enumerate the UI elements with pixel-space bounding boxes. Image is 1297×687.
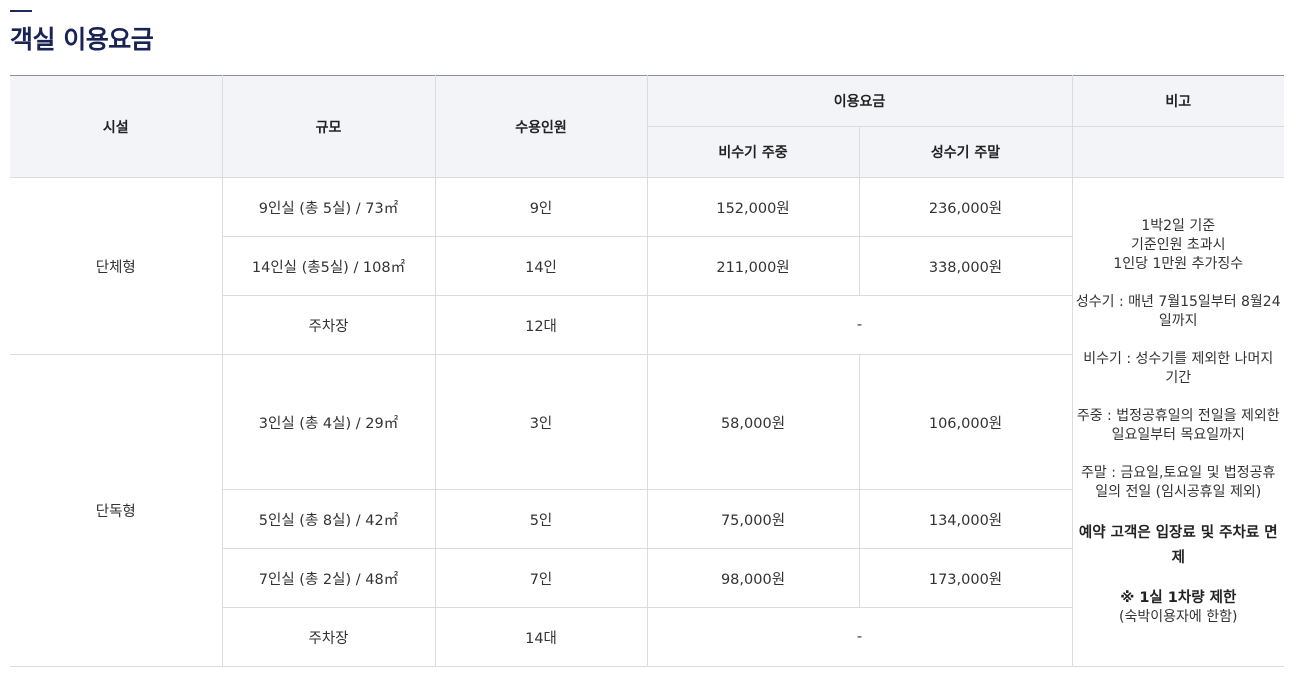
off-peak-price-cell: 152,000원 bbox=[646, 177, 860, 237]
remarks-parking-limit: ※ 1실 1차량 제한 bbox=[1120, 590, 1237, 606]
size-cell: 주차장 bbox=[222, 607, 436, 667]
off-peak-price-cell: 98,000원 bbox=[646, 548, 860, 608]
peak-price-cell: 134,000원 bbox=[858, 489, 1072, 549]
capacity-cell: 14인 bbox=[434, 236, 648, 296]
table-row: 5인실 (총 8실) / 42㎡ 5인 75,000원 134,000원 bbox=[10, 489, 1284, 549]
size-cell: 7인실 (총 2실) / 48㎡ bbox=[222, 548, 436, 608]
remarks-off-peak-definition: 비수기 : 성수기를 제외한 나머지 기간 bbox=[1083, 351, 1274, 386]
header-off-peak: 비수기 주중 bbox=[647, 126, 860, 178]
header-capacity: 수용인원 bbox=[434, 75, 648, 178]
size-cell: 3인실 (총 4실) / 29㎡ bbox=[221, 354, 436, 490]
capacity-cell: 9인 bbox=[434, 177, 648, 237]
page-title: 객실 이용요금 bbox=[10, 25, 154, 54]
remarks-line: 기준인원 초과시 bbox=[1130, 237, 1226, 253]
header-facility: 시설 bbox=[10, 75, 223, 178]
group-cell-single: 단독형 bbox=[10, 354, 223, 667]
title-accent-line bbox=[10, 10, 32, 12]
room-rates-table: 시설 규모 수용인원 이용요금 비고 비수기 주중 성수기 주말 단체형 9인실… bbox=[10, 75, 1284, 667]
capacity-cell: 3인 bbox=[434, 354, 648, 490]
size-cell: 9인실 (총 5실) / 73㎡ bbox=[221, 177, 436, 237]
header-size: 규모 bbox=[221, 75, 436, 178]
size-cell: 5인실 (총 8실) / 42㎡ bbox=[222, 489, 436, 549]
remarks-spacer bbox=[1073, 445, 1285, 464]
remarks-parking-note: (숙박이용자에 한함) bbox=[1119, 609, 1238, 625]
header-peak: 성수기 주말 bbox=[858, 126, 1073, 178]
table-row: 단독형 3인실 (총 4실) / 29㎡ 3인 58,000원 106,000원 bbox=[10, 354, 1284, 667]
peak-price-cell: 338,000원 bbox=[858, 236, 1072, 296]
capacity-cell: 5인 bbox=[434, 489, 648, 549]
remarks-spacer bbox=[1073, 331, 1285, 350]
table-row: 14인실 (총5실) / 108㎡ 14인 211,000원 338,000원 bbox=[10, 236, 1284, 296]
remarks-weekend-definition: 주말 : 금요일,토요일 및 법정공휴일의 전일 (임시공휴일 제외) bbox=[1081, 465, 1276, 500]
off-peak-price-cell: 75,000원 bbox=[646, 489, 860, 549]
off-peak-price-cell: 58,000원 bbox=[646, 354, 860, 490]
fee-cell: - bbox=[646, 295, 1072, 355]
peak-price-cell: 236,000원 bbox=[858, 177, 1073, 237]
remarks-line: 1인당 1만원 추가징수 bbox=[1113, 256, 1244, 272]
table-row: 단체형 9인실 (총 5실) / 73㎡ 9인 152,000원 236,000… bbox=[10, 177, 1284, 667]
remarks-peak-definition: 성수기 : 매년 7월15일부터 8월24일까지 bbox=[1075, 294, 1281, 329]
capacity-cell: 7인 bbox=[434, 548, 648, 608]
remarks-cell: 1박2일 기준 기준인원 초과시 1인당 1만원 추가징수 성수기 : 매년 7… bbox=[1071, 177, 1285, 667]
size-cell: 14인실 (총5실) / 108㎡ bbox=[222, 236, 436, 296]
remarks-exemption: 예약 고객은 입장료 및 주차료 면제 bbox=[1078, 525, 1278, 566]
table-row: 주차장 14대 - bbox=[10, 607, 1284, 667]
capacity-cell: 12대 bbox=[434, 295, 648, 355]
header-remarks-blank bbox=[1071, 126, 1284, 178]
header-remarks: 비고 bbox=[1071, 75, 1284, 127]
remarks-spacer bbox=[1073, 388, 1285, 407]
off-peak-price-cell: 211,000원 bbox=[646, 236, 860, 296]
remarks-line: 1박2일 기준 bbox=[1141, 218, 1216, 234]
peak-price-cell: 106,000원 bbox=[858, 354, 1072, 490]
remarks-spacer bbox=[1073, 274, 1285, 293]
fee-cell: - bbox=[646, 607, 1072, 667]
remarks-weekday-definition: 주중 : 법정공휴일의 전일을 제외한 일요일부터 목요일까지 bbox=[1076, 408, 1280, 443]
size-cell: 주차장 bbox=[222, 295, 436, 355]
group-cell-group: 단체형 bbox=[10, 177, 223, 355]
header-row-1: 시설 규모 수용인원 이용요금 비고 bbox=[10, 75, 1284, 178]
peak-price-cell: 173,000원 bbox=[858, 548, 1072, 608]
header-fee: 이용요금 bbox=[646, 75, 1073, 127]
remarks-spacer bbox=[1073, 502, 1285, 521]
capacity-cell: 14대 bbox=[434, 607, 648, 667]
